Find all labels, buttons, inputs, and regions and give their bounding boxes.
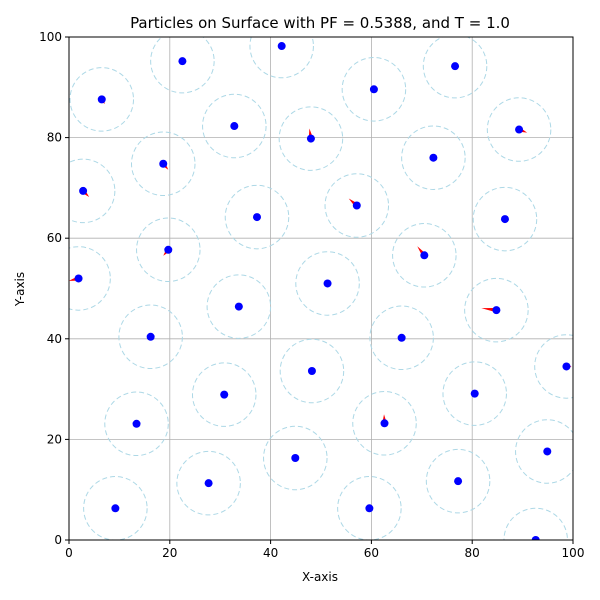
particle-radius-circle [425,448,491,514]
particle-point [500,215,509,224]
particle-radius-circle [515,419,573,484]
particle-point [79,186,88,195]
particle-radius-circle [464,277,529,343]
particle-radius-circle [202,93,267,159]
particle-radius-circle [104,391,169,457]
particle-radius-circle [249,37,314,79]
particle-point [306,134,315,143]
particle-radius-circle [83,476,148,540]
y-tick-label: 0 [54,533,62,547]
particle-point [420,251,429,260]
y-tick-label: 100 [39,30,62,44]
chart-title: Particles on Surface with PF = 0.5388, a… [130,14,510,32]
particle-radius-circle [442,361,507,426]
particle-radius-circle [278,106,344,171]
particle-point [277,42,286,51]
particle-point [562,362,571,371]
particle-radius-circle [295,251,360,316]
particle-point [454,477,463,486]
particle-point [429,153,438,162]
particle-radius-circle [337,476,402,540]
particle-radius-circle [150,37,215,94]
particle-radius-circle [422,37,488,99]
x-tick-label: 0 [65,546,73,560]
particle-radius-circles [69,37,573,540]
particle-point [252,213,261,222]
particle-radius-circle [534,334,573,399]
x-tick-label: 80 [465,546,480,560]
particle-radius-circle [279,338,345,404]
particle-point [111,504,120,513]
particle-point [220,390,229,399]
particle-radius-circle [341,57,407,122]
particle-point [204,479,213,488]
particle-radius-circle [69,67,135,132]
particle-point [74,274,83,283]
y-tick-label: 80 [47,131,62,145]
particle-point [515,125,524,134]
y-axis-label: Y-axis [13,272,27,307]
particle-radius-circle [263,425,328,491]
x-tick-label: 100 [562,546,585,560]
particle-point [531,536,540,540]
x-axis-label: X-axis [302,570,338,584]
particle-radius-circle [224,184,290,250]
particle-point [380,419,389,428]
particle-radius-circle [369,305,434,371]
particle-point [307,366,316,375]
x-tick-label: 60 [364,546,379,560]
y-tick-label: 20 [47,432,62,446]
particle-point [397,333,406,342]
plot-area-frame [68,36,574,541]
particle-point [369,85,378,94]
particle-point [365,504,374,513]
particle-point [543,447,552,456]
particle-radius-circle [191,362,257,427]
particle-radius-circle [401,125,466,190]
grid [68,36,574,541]
particle-point [97,95,106,104]
particle-point [234,302,243,311]
particle-radius-circle [352,391,417,456]
particle-radius-circle [118,304,183,370]
y-tick-label: 60 [47,231,62,245]
axis-ticks: 0 20 40 60 80 100 0 20 40 60 80 100 [39,30,584,560]
particle-point [291,454,300,463]
particle-radius-circle [324,173,390,238]
particle-radius-circle [486,97,552,162]
particle-radius-circle [472,186,538,252]
particle-point [470,389,479,398]
particle-radius-circle [392,223,457,288]
particle-point [230,122,239,131]
particle-point [159,159,168,168]
particle-radius-circle [136,217,201,283]
particle-point [132,419,141,428]
velocity-arrows [69,98,572,424]
particle-point [451,62,460,71]
particle-radius-circle [69,158,116,224]
particle-radius-circle [176,450,241,516]
particle-point [178,57,187,66]
particles [74,42,571,540]
x-tick-label: 20 [162,546,177,560]
particle-radius-circle [130,131,196,197]
particle-point [492,306,501,315]
particle-point [323,279,332,288]
particle-point [146,332,155,341]
particle-point [352,201,361,210]
y-tick-label: 40 [47,332,62,346]
particle-point [164,245,173,254]
particle-radius-circle [206,274,272,339]
particle-radius-circle [69,246,111,311]
x-tick-label: 40 [263,546,278,560]
